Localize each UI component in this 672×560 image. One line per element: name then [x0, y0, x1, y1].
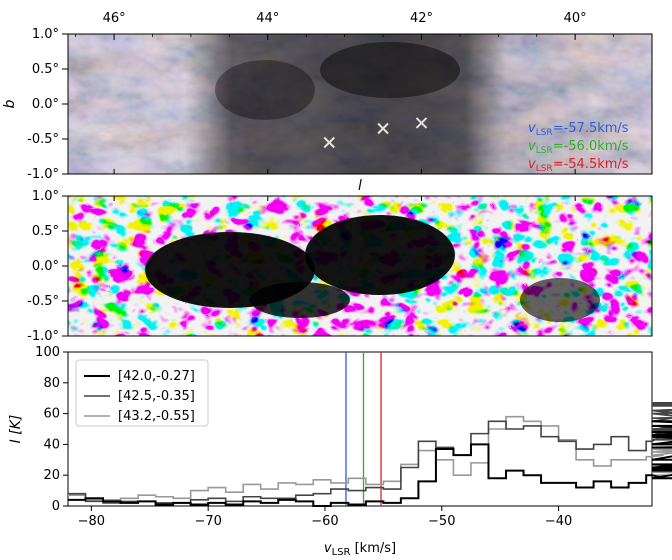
velocity-label: vLSR=-56.0km/s: [528, 139, 629, 156]
x-tick-label: −80: [78, 514, 105, 529]
y-axis-label-b: b: [2, 99, 18, 108]
legend: [42.0,-0.27] [42.5,-0.35] [43.2,-0.55]: [75, 359, 209, 427]
velocity-label: vLSR=-57.5km/s: [528, 121, 629, 138]
velocity-label: vLSR=-54.5km/s: [528, 157, 629, 174]
x-tick-label: 40°: [564, 11, 587, 26]
spectra-series: [68, 402, 672, 507]
y-tick-label: 0: [52, 499, 60, 514]
rgb-map-panel: vLSR=-57.5km/svLSR=-56.0km/svLSR=-54.5km…: [67, 33, 653, 175]
x-tick-label: 42°: [410, 11, 433, 26]
y-tick-label: 100: [35, 345, 60, 360]
x-tick-label: −50: [428, 514, 455, 529]
position-marker: [377, 122, 389, 135]
x-tick-label: −40: [545, 514, 572, 529]
marker-stroke: [323, 136, 335, 149]
y-tick-label: 80: [43, 376, 60, 391]
x-tick-label: −60: [311, 514, 338, 529]
y-tick-label: 1.0°: [32, 189, 59, 204]
spectrum-line: [68, 420, 672, 507]
y-tick-label: 0.5°: [32, 62, 59, 77]
velocity-labels: vLSR=-57.5km/svLSR=-56.0km/svLSR=-54.5km…: [528, 121, 629, 174]
legend-entry: [43.2,-0.55]: [118, 409, 195, 424]
legend-entry: [42.0,-0.27]: [118, 369, 195, 384]
x-axis-label: vLSR [km/s]: [324, 541, 396, 558]
filament-map-panel: [67, 195, 653, 337]
y-tick-label: 0.0°: [32, 97, 59, 112]
position-markers: [323, 117, 428, 149]
marker-stroke: [415, 117, 428, 129]
position-marker: [415, 117, 428, 129]
legend-entry: [42.5,-0.35]: [118, 389, 195, 404]
x-tick-label: 46°: [103, 11, 126, 26]
y-tick-label: 1.0°: [32, 27, 59, 42]
y-tick-label: -1.0°: [27, 329, 59, 344]
marker-stroke: [377, 122, 389, 135]
axes: 46° 44° 42° 40° 1.0° 0.5° 0.0° -0.5° -1.0° 1.0° 0.…: [2, 11, 653, 558]
y-tick-label: 60: [43, 407, 60, 422]
position-marker: [323, 136, 335, 149]
x-tick-label: −70: [194, 514, 221, 529]
y-tick-label: -0.5°: [27, 132, 59, 147]
y-tick-label: 40: [43, 437, 60, 452]
y-axis-label: I [K]: [8, 415, 24, 444]
y-tick-label: 20: [43, 468, 60, 483]
y-tick-label: 0.5°: [32, 224, 59, 239]
x-axis-label-l: l: [358, 178, 362, 194]
velocity-markers: [345, 352, 382, 506]
spectra-panel: [42.0,-0.27] [42.5,-0.35] [43.2,-0.55]: [67, 351, 672, 507]
y-tick-label: -0.5°: [27, 294, 59, 309]
y-tick-label: -1.0°: [27, 167, 59, 182]
y-tick-label: 0.0°: [32, 259, 59, 274]
spectrum-line: [68, 402, 672, 504]
x-tick-label: 44°: [256, 11, 279, 26]
